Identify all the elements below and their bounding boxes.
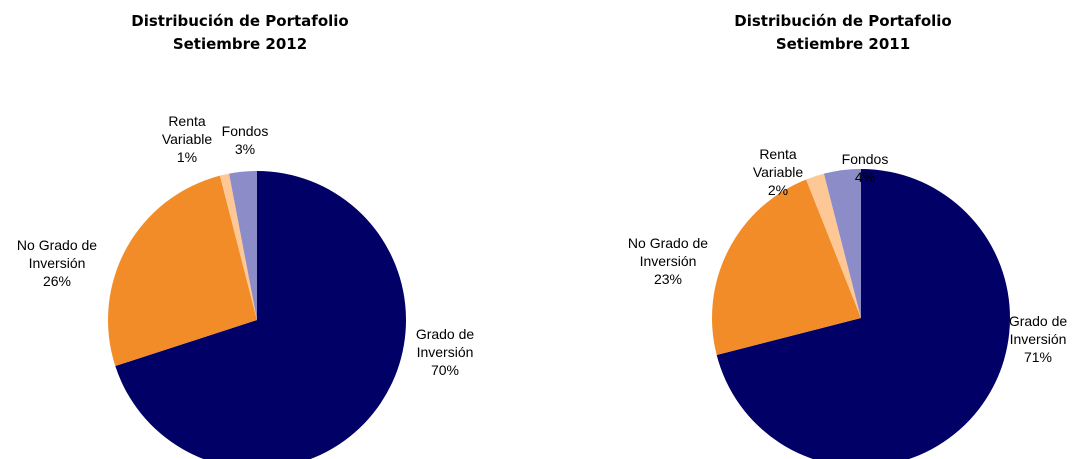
chart-subtitle: Setiembre 2011 <box>775 35 911 53</box>
slice-name: No Grado de Inversión <box>16 237 98 271</box>
chart-subtitle: Setiembre 2012 <box>172 35 308 53</box>
slice-name: No Grado de Inversión <box>627 235 709 269</box>
chart-title: Distribución de Portafolio <box>734 12 952 30</box>
slice-name: Grado de Inversión <box>1008 313 1068 347</box>
slice-label: Fondos 3% <box>203 122 287 158</box>
slice-value: 70% <box>430 362 460 378</box>
chart-title: Distribución de Portafolio <box>131 12 349 30</box>
slice-name: Fondos <box>221 123 269 139</box>
slice-value: 71% <box>1023 349 1053 365</box>
slice-label: Fondos 4% <box>823 150 907 186</box>
slice-value: 4% <box>854 169 876 185</box>
slice-value: 23% <box>653 271 683 287</box>
slice-label: Grado de Inversión 71% <box>996 312 1080 366</box>
slice-value: 26% <box>42 273 72 289</box>
slice-name: Renta Variable <box>752 146 804 180</box>
slice-label: Renta Variable 1% <box>145 112 229 166</box>
slice-label: Renta Variable 2% <box>736 145 820 199</box>
slice-name: Fondos <box>841 151 889 167</box>
slice-name: Grado de Inversión <box>415 326 475 360</box>
pie-slice <box>806 173 861 318</box>
pie-slice <box>115 171 406 459</box>
slice-name: Renta Variable <box>161 113 213 147</box>
slice-label: No Grado de Inversión 26% <box>15 236 99 290</box>
slice-value: 3% <box>234 141 256 157</box>
slice-value: 1% <box>176 149 198 165</box>
slice-value: 2% <box>767 182 789 198</box>
pie-slice <box>229 171 257 320</box>
slice-label: Grado de Inversión 70% <box>403 325 487 379</box>
pie-slice <box>823 169 861 318</box>
slice-label: No Grado de Inversión 23% <box>626 234 710 288</box>
pie-slice <box>712 179 861 356</box>
pie-slice <box>219 173 257 320</box>
pie-slice <box>716 169 1010 459</box>
pie-slice <box>107 175 257 367</box>
